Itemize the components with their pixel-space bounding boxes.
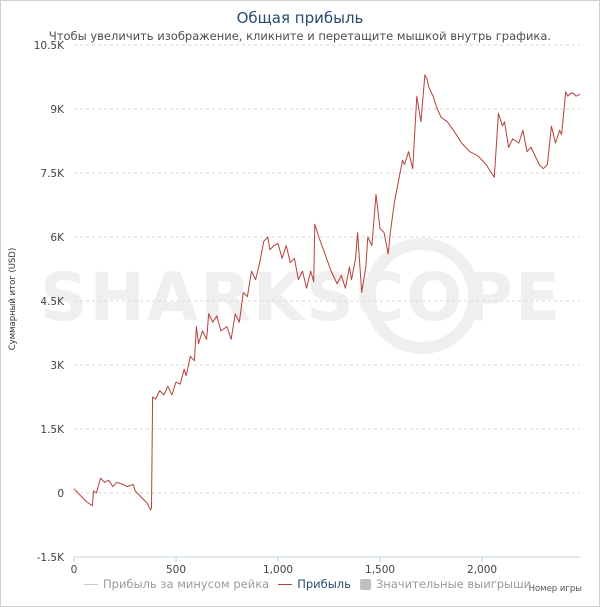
chart-title: Общая прибыль: [236, 9, 364, 27]
watermark-text: SHARKSCOPE: [40, 259, 560, 336]
x-tick-label: 1,500: [365, 564, 395, 576]
x-tick-label: 500: [166, 564, 186, 576]
legend-label-profit: Прибыль: [297, 577, 351, 591]
y-tick-label: 3K: [50, 360, 65, 372]
x-axis-label: Номер игры: [528, 584, 582, 594]
y-tick-label: 0: [57, 488, 64, 500]
series-layer: [73, 74, 581, 511]
chart-subtitle: Чтобы увеличить изображение, кликните и …: [48, 29, 552, 43]
legend-item-big-wins[interactable]: Значительные выигрыши: [359, 577, 532, 591]
y-tick-label: 4.5K: [40, 296, 65, 308]
x-axis-ticks: 0 500 1,000 1,500 2,000: [71, 557, 497, 576]
y-tick-label: 6K: [50, 232, 65, 244]
y-tick-label: 7.5K: [40, 168, 65, 180]
y-tick-label: -1.5K: [37, 552, 65, 564]
legend-swatch-big-wins: [359, 578, 371, 590]
grid-lines: [74, 44, 580, 558]
y-tick-label: 10.5K: [34, 40, 65, 52]
chart-legend: Прибыль за минусом рейка Прибыль Значите…: [84, 577, 540, 591]
legend-label-rake: Прибыль за минусом рейка: [103, 577, 270, 591]
y-tick-label: 1.5K: [40, 424, 65, 436]
profit-series-line[interactable]: [73, 74, 581, 511]
legend-label-big-wins: Значительные выигрыши: [375, 577, 532, 591]
x-tick-label: 2,000: [467, 564, 497, 576]
legend-item-profit[interactable]: Прибыль: [278, 577, 351, 591]
legend-swatch-profit: [278, 583, 293, 585]
legend-item-rake[interactable]: Прибыль за минусом рейка: [84, 577, 269, 591]
legend-swatch-rake: [84, 583, 98, 585]
sharkscope-watermark: SHARKSCOPE: [40, 238, 560, 354]
y-axis-ticks: -1.5K 0 1.5K 3K 4.5K 6K 7.5K 9K 10.5K: [34, 40, 65, 564]
y-tick-label: 9K: [50, 104, 65, 116]
watermark-scope-icon: [364, 238, 480, 354]
y-axis-label: Суммарный итог (USD): [8, 247, 18, 351]
x-tick-label: 1,000: [263, 564, 293, 576]
x-tick-label: 0: [71, 564, 78, 576]
